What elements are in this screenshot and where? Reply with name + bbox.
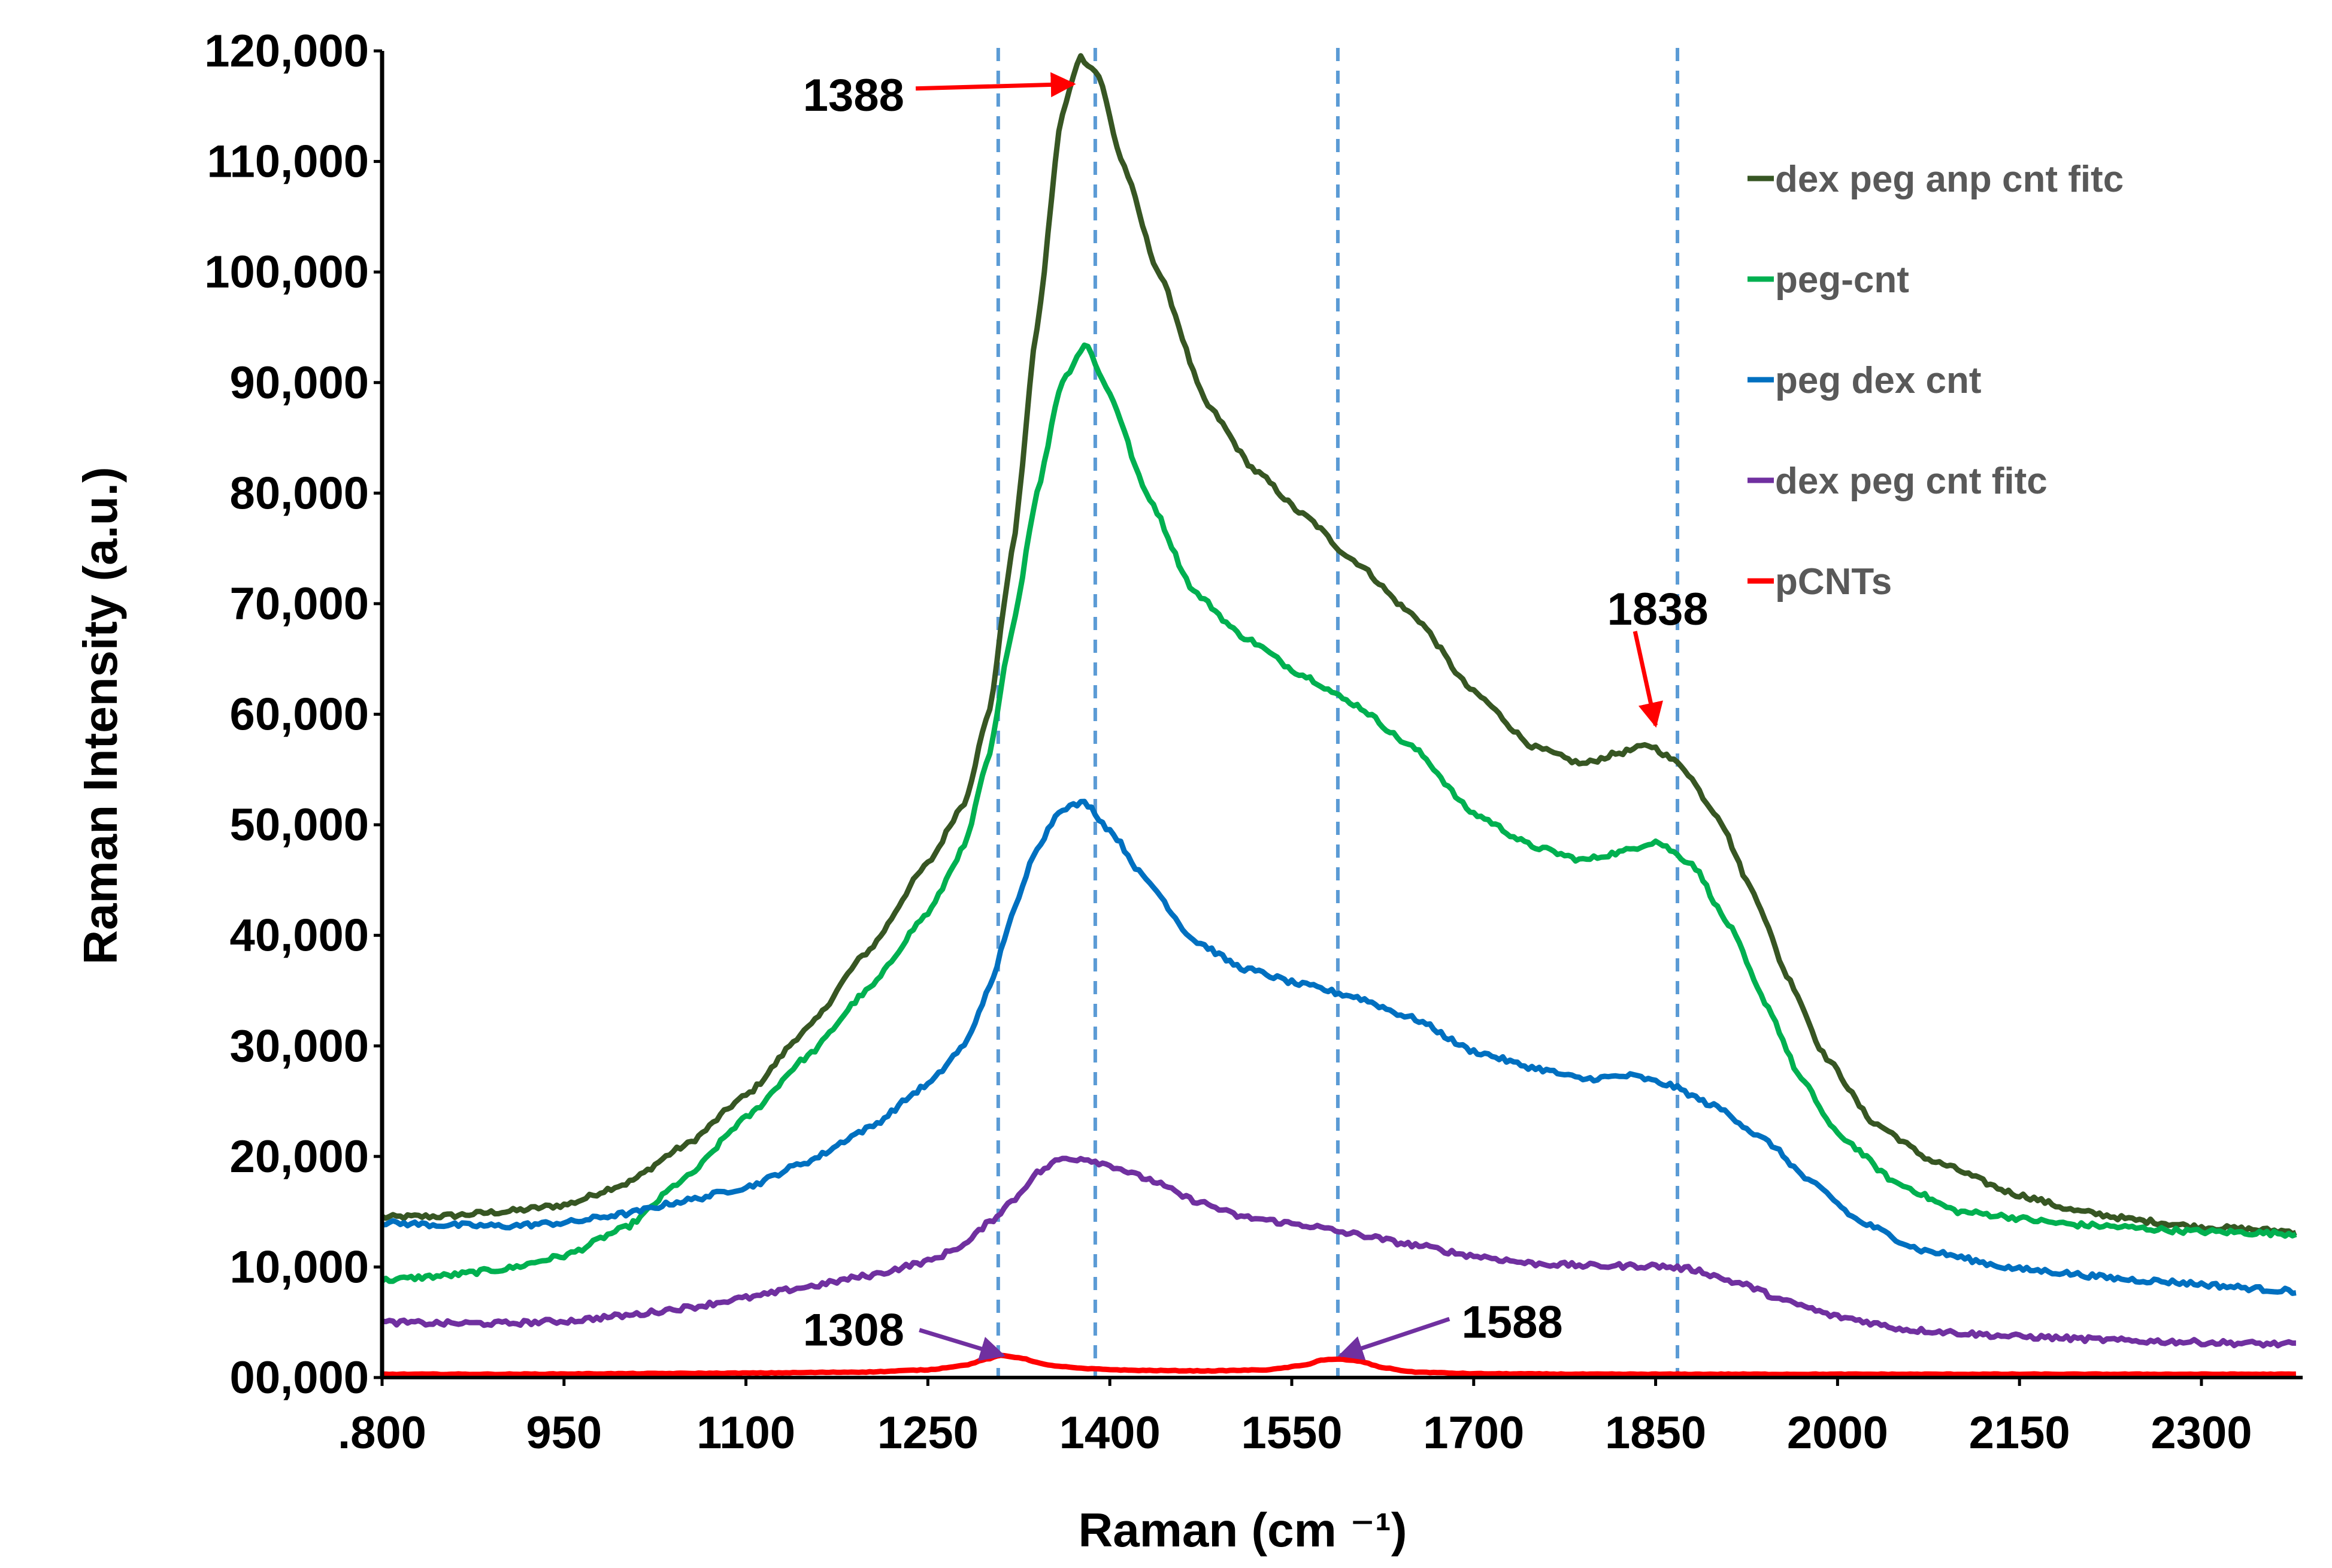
legend-label: dex peg cnt fitc (1775, 461, 2048, 502)
reference-lines (996, 48, 1680, 1378)
y-tick-label: 70,000 (230, 579, 369, 629)
y-tick-label: 90,000 (230, 358, 369, 408)
y-tick-label: 10,000 (230, 1242, 369, 1292)
y-tick-label: 00,000 (230, 1352, 369, 1403)
x-tick-label: 2300 (2151, 1407, 2252, 1458)
annotation-label: 1588 (1462, 1297, 1563, 1348)
x-tick-label: 1100 (696, 1407, 795, 1458)
annotations: 1388 1838 1308 1588 (803, 70, 1709, 1361)
annotation-arrow (919, 1328, 1006, 1361)
x-tick-label: 1250 (877, 1407, 979, 1458)
legend-label: peg-cnt (1775, 259, 1909, 301)
y-tick-label: 110,000 (207, 137, 369, 187)
series-line (381, 53, 2297, 1237)
x-tick-label: 1850 (1605, 1407, 1706, 1458)
y-tick-label: 60,000 (230, 689, 369, 740)
y-tick-label: 120,000 (204, 26, 369, 77)
y-tick-label: 20,000 (230, 1131, 369, 1182)
x-tick-label: 2000 (1787, 1407, 1888, 1458)
y-tick-label: 100,000 (204, 247, 369, 298)
legend-label: peg dex cnt (1775, 360, 1982, 401)
y-axis-title: Raman Intensity (a.u.) (74, 467, 127, 964)
x-tick-label: 950 (526, 1407, 602, 1458)
x-tick-label: 1400 (1059, 1407, 1161, 1458)
y-ticks: 00,000 10,000 20,000 30,000 40,000 50,000 60,0… (204, 26, 382, 1403)
annotation-arrow (1633, 631, 1663, 728)
x-ticks: .800 950 1100 1250 1400 1550 1700 1850 2000 2150 2… (338, 1378, 2252, 1458)
legend-label: pCNTs (1775, 561, 1892, 603)
annotation-arrow (1338, 1316, 1450, 1361)
y-tick-label: 50,000 (230, 800, 369, 850)
legend-label: dex peg anp cnt fitc (1775, 159, 2124, 200)
annotation-label: 1838 (1607, 584, 1709, 635)
y-tick-label: 40,000 (230, 910, 369, 961)
annotation-arrow (916, 72, 1076, 98)
y-tick-label: 80,000 (230, 468, 369, 519)
series-line (380, 342, 2297, 1284)
x-axis-title: Raman (cm ⁻¹) (1079, 1503, 1407, 1557)
x-tick-label: 1700 (1423, 1407, 1524, 1458)
axes: 00,000 10,000 20,000 30,000 40,000 50,000 60,0… (204, 26, 2303, 1458)
series-layer (380, 53, 2297, 1378)
series-line (381, 798, 2297, 1296)
x-tick-label: .800 (338, 1407, 426, 1458)
legend: dex peg anp cnt fitc peg-cnt peg dex cnt de… (1748, 159, 2124, 603)
annotation-label: 1388 (803, 70, 904, 121)
series-line (381, 1155, 2296, 1349)
x-tick-label: 1550 (1241, 1407, 1342, 1458)
y-tick-label: 30,000 (230, 1021, 369, 1071)
x-tick-label: 2150 (1969, 1407, 2070, 1458)
annotation-label: 1308 (803, 1305, 904, 1356)
